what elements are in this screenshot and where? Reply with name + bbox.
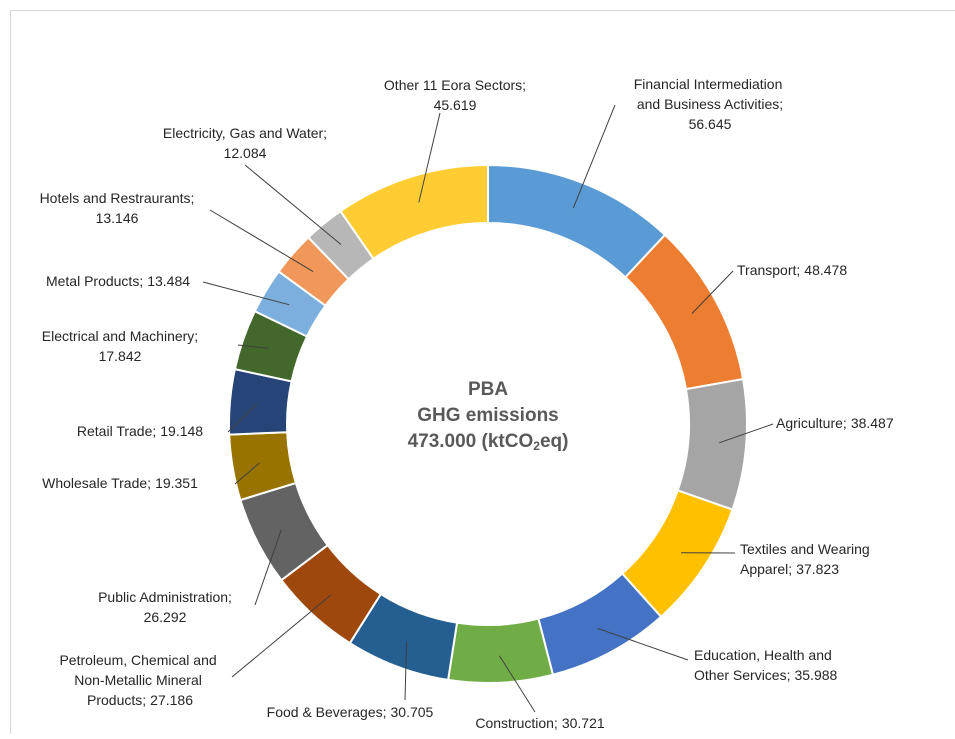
- label-line: Petroleum, Chemical and: [59, 652, 220, 668]
- center-total: 473.000 (ktCO2eq): [408, 431, 569, 453]
- category-label: Agriculture;: [776, 415, 847, 431]
- total-text: 473.000 (ktCO: [408, 431, 534, 452]
- label-line: Other Services;: [694, 667, 790, 683]
- data-label: Public Administration; 26.292: [98, 589, 232, 625]
- category-label: Transport;: [737, 262, 800, 278]
- label-line: Textiles and Wearing: [740, 541, 874, 557]
- data-label: Other 11 Eora Sectors; 45.619: [384, 77, 526, 113]
- value-label: 13.484: [147, 273, 190, 289]
- donut-slice: [340, 165, 488, 259]
- data-label: Wholesale Trade;19.351: [42, 475, 198, 491]
- value-label: 17.842: [99, 348, 142, 364]
- value-label: 19.148: [160, 423, 203, 439]
- value-label: 30.721: [562, 715, 605, 731]
- data-label: Education, Health and Other Services;35.…: [694, 647, 838, 683]
- data-label: Electrical and Machinery; 17.842: [42, 328, 198, 364]
- label-line: Hotels and Restraurants;: [40, 190, 195, 206]
- label-line: Education, Health and: [694, 647, 836, 663]
- category-label: Metal Products;: [46, 273, 143, 289]
- label-line: Non-Metallic Mineral: [74, 672, 205, 688]
- donut-slice: [488, 165, 665, 277]
- data-label: Hotels and Restraurants; 13.146: [40, 190, 195, 226]
- donut-slice: [625, 235, 743, 389]
- data-label: Petroleum, Chemical and Non-Metallic Min…: [59, 652, 220, 708]
- value-label: 26.292: [144, 609, 187, 625]
- center-title: PBA: [468, 379, 508, 400]
- value-label: 38.487: [851, 415, 894, 431]
- data-label: Financial Intermediation and Business Ac…: [634, 76, 787, 132]
- label-line: Wholesale Trade;: [42, 475, 151, 491]
- label-line: Products;: [87, 692, 146, 708]
- value-label: 19.351: [155, 475, 198, 491]
- category-label: Retail Trade;: [77, 423, 156, 439]
- category-label: Petroleum, Chemical and Non-Metallic Min…: [59, 652, 220, 708]
- data-label: Retail Trade;19.148: [77, 423, 203, 439]
- value-label: 12.084: [224, 145, 267, 161]
- leader-line: [210, 210, 313, 272]
- label-line: Food & Beverages;: [267, 704, 387, 720]
- value-label: 56.645: [689, 116, 732, 132]
- label-line: Metal Products;: [46, 273, 143, 289]
- category-label: Other 11 Eora Sectors;: [384, 77, 526, 93]
- donut-slice: [678, 379, 747, 510]
- value-label: 30.705: [391, 704, 434, 720]
- label-line: Electrical and Machinery;: [42, 328, 198, 344]
- leader-line: [232, 595, 331, 677]
- data-label: Electricity, Gas and Water; 12.084: [163, 125, 327, 161]
- label-line: Financial Intermediation: [634, 76, 787, 92]
- category-label: Electrical and Machinery;: [42, 328, 198, 344]
- data-label: Agriculture;38.487: [776, 415, 894, 431]
- category-label: Hotels and Restraurants;: [40, 190, 195, 206]
- category-label: Wholesale Trade;: [42, 475, 151, 491]
- value-label: 35.988: [794, 667, 837, 683]
- category-label: Food & Beverages;: [267, 704, 387, 720]
- category-label: Financial Intermediation and Business Ac…: [634, 76, 787, 112]
- label-line: and Business Activities;: [637, 96, 783, 112]
- center-subtitle: GHG emissions: [417, 405, 559, 426]
- label-line: Agriculture;: [776, 415, 847, 431]
- data-label: Transport;48.478: [737, 262, 847, 278]
- leader-line: [245, 165, 341, 245]
- value-label: 37.823: [796, 561, 839, 577]
- label-line: Apparel;: [740, 561, 792, 577]
- category-label: Electricity, Gas and Water;: [163, 125, 327, 141]
- data-label: Construction; 30.721: [475, 715, 605, 731]
- total-text: eq): [540, 431, 569, 452]
- value-label: 27.186: [150, 692, 193, 708]
- value-label: 48.478: [804, 262, 847, 278]
- data-label: Metal Products;13.484: [46, 273, 190, 289]
- label-line: Retail Trade;: [77, 423, 156, 439]
- category-label: Public Administration;: [98, 589, 232, 605]
- label-line: Electricity, Gas and Water;: [163, 125, 327, 141]
- label-line: Other 11 Eora Sectors;: [384, 77, 526, 93]
- value-label: 45.619: [434, 97, 477, 113]
- value-label: 13.146: [96, 210, 139, 226]
- label-line: Public Administration;: [98, 589, 232, 605]
- label-line: Construction;: [475, 715, 557, 731]
- donut-slice: [448, 619, 553, 683]
- label-line: Transport;: [737, 262, 800, 278]
- data-label: Textiles and Wearing Apparel;37.823: [740, 541, 874, 577]
- category-label: Construction;: [475, 715, 557, 731]
- data-label: Food & Beverages;30.705: [267, 704, 434, 720]
